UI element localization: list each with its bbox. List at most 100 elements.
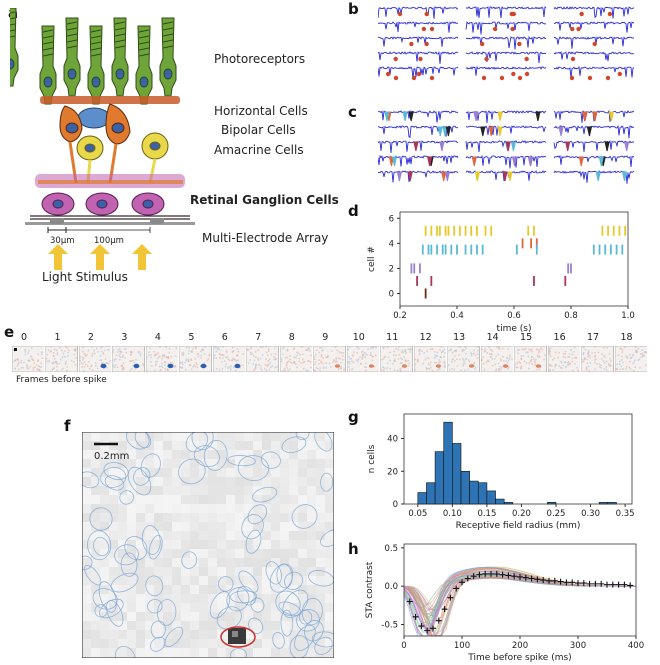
trace-line xyxy=(553,36,635,49)
mean-marker xyxy=(621,581,628,588)
x-axis-label: Receptive field radius (mm) xyxy=(456,521,581,530)
spike-tick xyxy=(424,225,427,236)
horizontal-cell xyxy=(77,107,111,129)
x-tick-label: 100 xyxy=(454,641,470,651)
spike-waveform xyxy=(408,111,414,122)
spike-marker xyxy=(511,11,516,17)
trace-line xyxy=(553,50,635,62)
spike-tick xyxy=(427,244,430,255)
mean-marker xyxy=(476,571,483,578)
receptive-field-outline xyxy=(120,552,138,577)
sta-frame xyxy=(279,346,313,372)
spike-tick xyxy=(444,244,447,255)
sta-frame xyxy=(480,346,514,372)
receptive-field-outline xyxy=(218,576,234,592)
mean-marker xyxy=(412,613,419,620)
receptive-field-outline xyxy=(92,588,118,610)
spike-tick xyxy=(530,238,532,249)
mean-marker xyxy=(459,579,465,586)
spike-waveform xyxy=(510,141,517,152)
mean-marker xyxy=(609,581,616,588)
spike-waveform xyxy=(586,126,593,137)
spike-tick xyxy=(436,225,438,236)
receptive-field-outline xyxy=(104,475,125,491)
receptive-field-outline xyxy=(99,598,124,619)
trace-line xyxy=(378,6,459,19)
spike-tick xyxy=(624,225,627,236)
spike-marker xyxy=(517,41,522,47)
mean-marker xyxy=(435,617,442,624)
spike-tick xyxy=(476,244,478,255)
spike-tick xyxy=(430,275,433,286)
spike-marker xyxy=(570,56,576,62)
panel-letter-c: c xyxy=(348,103,357,121)
spike-waveform xyxy=(595,171,601,182)
spike-marker xyxy=(411,75,417,81)
spike-waveform xyxy=(480,126,486,137)
spike-tick xyxy=(444,225,447,236)
spike-waveform xyxy=(511,156,518,167)
spike-tick xyxy=(424,288,427,299)
x-tick-label: 0.20 xyxy=(512,509,531,519)
light-stimulus-label: Light Stimulus xyxy=(42,270,128,284)
frame-number: 12 xyxy=(419,332,432,343)
receptive-field-outline xyxy=(141,525,161,555)
receptive-field-outline xyxy=(238,570,259,593)
x-tick-label: 0.15 xyxy=(477,509,496,519)
mean-marker xyxy=(546,577,552,584)
rf-hotspot xyxy=(234,363,241,369)
frame-number: 8 xyxy=(288,332,295,343)
sta-frame-strip: 0 1 2 3 4 5 6 7 8 9 10 11 12 13 14 15 16 17 18 xyxy=(12,332,648,372)
y-tick-label: 0 xyxy=(389,289,394,299)
spike-waveform xyxy=(497,111,503,122)
receptive-field-outline xyxy=(275,590,301,616)
spike-tick xyxy=(601,225,604,236)
receptive-field-map xyxy=(82,432,334,658)
x-tick-label: 0 xyxy=(401,641,406,651)
receptive-field-outline xyxy=(241,514,264,540)
receptive-field-outline xyxy=(193,445,220,468)
receptive-field-outline xyxy=(278,601,302,616)
histogram-bar xyxy=(426,482,436,505)
histogram-bar xyxy=(547,502,557,505)
spike-waveform xyxy=(444,171,451,182)
raster-frame xyxy=(399,211,629,307)
receptive-field-outline xyxy=(250,597,265,613)
receptive-field-outline xyxy=(230,648,247,658)
panel-letter-h: h xyxy=(348,540,359,558)
receptive-field-outline xyxy=(110,572,139,593)
y-tick-label: 20 xyxy=(387,467,398,477)
spike-tick xyxy=(484,225,487,236)
trace-line xyxy=(465,51,547,64)
spike-marker xyxy=(481,75,487,81)
mean-marker xyxy=(488,570,494,577)
spike-waveform xyxy=(402,111,408,122)
receptive-field-outline xyxy=(127,466,152,496)
spike-tick xyxy=(470,244,473,255)
histogram-bar xyxy=(452,443,462,505)
y-tick-label: 6 xyxy=(389,214,394,224)
spike-tick xyxy=(416,275,418,286)
spike-tick xyxy=(592,244,595,255)
receptive-field-outline xyxy=(281,436,307,453)
rf-scale-label: 0.2mm xyxy=(94,451,130,462)
receptive-field-outline xyxy=(237,455,270,482)
receptive-field-outline xyxy=(114,544,139,566)
receptive-field-outline xyxy=(291,504,318,529)
x-tick-label: 1.0 xyxy=(621,311,635,321)
receptive-field-outline xyxy=(320,528,334,547)
sta-frame xyxy=(413,346,447,372)
x-tick-label: 0.30 xyxy=(581,509,600,519)
mean-marker xyxy=(522,574,529,581)
spike-tick xyxy=(476,225,478,236)
spike-waveform xyxy=(396,171,402,182)
sta-frame xyxy=(112,346,145,372)
receptive-field-outline xyxy=(237,585,256,606)
rf-hotspot xyxy=(100,363,107,369)
rf-hotspot xyxy=(368,364,374,368)
spike-waveform xyxy=(502,171,508,182)
retina-diagram xyxy=(10,8,195,270)
receptive-field-outline xyxy=(145,575,164,597)
frame-number: 9 xyxy=(322,332,329,343)
y-axis-label: n cells xyxy=(367,444,377,473)
